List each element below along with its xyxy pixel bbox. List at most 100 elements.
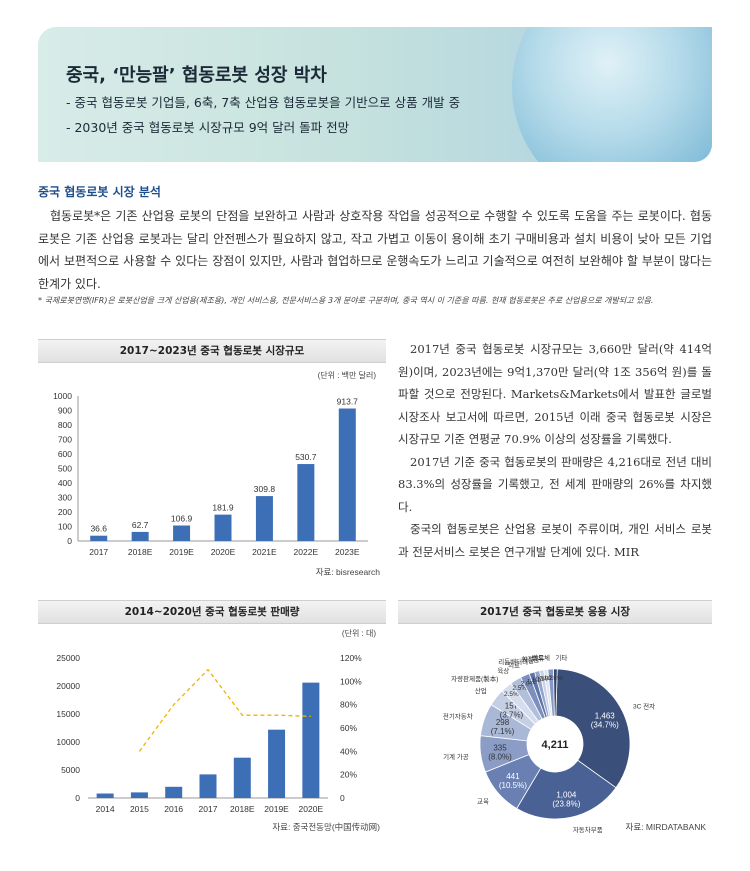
slice-value-label: 157 [505,702,519,711]
slice-value-label: 335 [493,744,507,753]
y-tick-label: 20000 [56,681,80,691]
slice-name-label: 식품 [522,656,534,665]
y-tick-label: 300 [58,493,72,503]
bar [90,535,108,541]
slice-value-label: 1.2% [544,675,559,682]
x-tick-label: 2017 [199,804,218,814]
source-label: 자료: 중국전동망(中国传动网) [272,822,380,832]
subtitle-2: - 2030년 중국 협동로봇 시장규모 9억 달러 돌파 전망 [66,120,350,135]
data-label: 913.7 [337,397,359,407]
source-label: 자료: bisresearch [316,567,381,577]
y-tick-label: 800 [58,420,72,430]
x-tick-label: 2021E [252,547,277,557]
y-tick-label: 700 [58,435,72,445]
x-tick-label: 2019E [169,547,194,557]
slice-value-label: 298 [496,718,510,727]
bar [338,408,356,541]
slice-value-label: 0.8% [548,675,563,682]
slice-value-label: 1.2% [527,678,542,685]
slice-name-label: 산업 [475,686,487,695]
x-tick-label: 2015 [130,804,149,814]
sales-chart: (단위 : 대) 0 5000 10000 15000 20000 25000 0 20% 40%… [56,628,380,832]
data-label: 530.7 [295,452,317,462]
slice-value-label: 1,004 [556,790,577,799]
slice-value-label: 2.0% [521,681,536,688]
x-tick-label: 2016 [164,804,183,814]
slice-name-label: 전기자동차 [443,712,473,721]
bar [255,496,273,541]
right-paragraph-1: 2017년 중국 협동로봇 시장규모는 3,660만 달러(약 414억 원)이… [398,342,712,446]
y-tick-label: 400 [58,478,72,488]
footnote: * 국제로봇연맹(IFR)은 로봇산업을 크게 산업용(제조용), 개인 서비스… [38,296,654,305]
unit-label: (단위 : 대) [342,628,376,638]
y-tick-label: 200 [58,507,72,517]
y2-tick-label: 40% [340,746,357,756]
y-tick-label: 600 [58,449,72,459]
right-column-text: 2017년 중국 협동로봇 시장규모는 3,660만 달러(약 414억 원)이… [398,338,712,563]
data-label: 36.6 [90,524,107,534]
sales-chart-title: 2014~2020년 중국 협동로봇 판매량 [38,600,386,624]
slice-value-label: (23.8%) [552,799,580,808]
pie-center-label: 4,211 [542,739,569,751]
slice-name-label: 기타 [555,653,567,662]
y2-tick-label: 100% [340,676,362,686]
slice-name-label: 기계 가공 [443,752,469,761]
slice-name-label: 반도체 [532,653,550,662]
y2-tick-label: 60% [340,723,357,733]
x-tick-label: 2022E [294,547,319,557]
y-tick-label: 15000 [56,709,80,719]
slice-name-label: 자량판제품(製本) [451,674,498,683]
slice-value-label: (34.7%) [591,720,619,729]
slice-name-label: 의료 [508,660,520,669]
slice-name-label: 의류 [532,654,544,663]
x-tick-label: 2020E [211,547,236,557]
pie-slice [516,759,617,820]
x-tick-label: 2014 [96,804,115,814]
data-label: 62.7 [132,520,149,530]
slice-value-label: 1.1% [532,677,547,684]
slice-value-label: (8.0%) [488,753,512,762]
slice-name-label: 교육 [477,798,489,806]
y-tick-label: 900 [58,406,72,416]
slice-name-label: 3C 전자 [633,701,655,710]
header-banner: 중국, ‘만능팔’ 협동로봇 성장 박차 - 중국 협동로봇 기업들, 6축, … [38,27,712,162]
y-tick-label: 5000 [61,765,80,775]
slice-value-label: 441 [506,772,520,781]
bar [214,514,232,541]
section-title: 중국 협동로봇 시장 분석 [38,185,161,199]
market-size-chart: (단위 : 백만 달러) 0 100 200 300 400 500 600 700 800 900… [53,370,381,577]
x-tick-label: 2020E [299,804,324,814]
slice-value-label: (10.5%) [499,781,527,790]
application-chart-title: 2017년 중국 협동로봇 응용 시장 [398,600,712,624]
data-label: 309.8 [254,484,276,494]
market-size-chart-title: 2017~2023년 중국 협동로봇 시장규모 [38,339,386,363]
y-tick-label: 25000 [56,653,80,663]
pie-slice [555,668,631,789]
slice-name-label: 화장품 [521,654,539,663]
growth-rate-line [138,668,311,752]
y-tick-label: 500 [58,464,72,474]
x-tick-label: 2019E [264,804,289,814]
slice-value-label: 2.5% [504,691,519,698]
y2-tick-label: 20% [340,770,357,780]
globe-graphic [512,27,712,162]
x-tick-label: 2017 [89,547,108,557]
pie-center [528,717,582,771]
bar [165,786,183,798]
pie-slice [553,668,558,717]
data-label: 106.9 [171,513,193,523]
bar [233,757,251,798]
slice-name-label: 자동차부품 [573,825,603,834]
x-tick-label: 2018E [230,804,255,814]
bar [297,464,315,541]
bar [302,682,320,798]
slice-name-label: 리튬배터리 [498,657,528,666]
slice-value-label: 0.9% [539,676,554,683]
intro-paragraph: 협동로봇*은 기존 산업용 로봇의 단점을 보완하고 사람과 상호작용 작업을 … [38,209,712,291]
subtitle-1: - 중국 협동로봇 기업들, 6축, 7축 산업용 협동로봇을 기반으로 상품 … [66,95,461,110]
x-tick-label: 2023E [335,547,360,557]
slice-value-label: (3.7%) [500,711,524,720]
right-paragraph-3: 중국의 협동로봇은 산업용 로봇이 주류이며, 개인 서비스 로봇과 전문서비스… [398,522,712,559]
application-pie-chart: 1,463(34.7%) 3C 전자 1,004(23.8%) 자동차부품 441(10… [443,653,706,834]
bar [96,793,114,798]
